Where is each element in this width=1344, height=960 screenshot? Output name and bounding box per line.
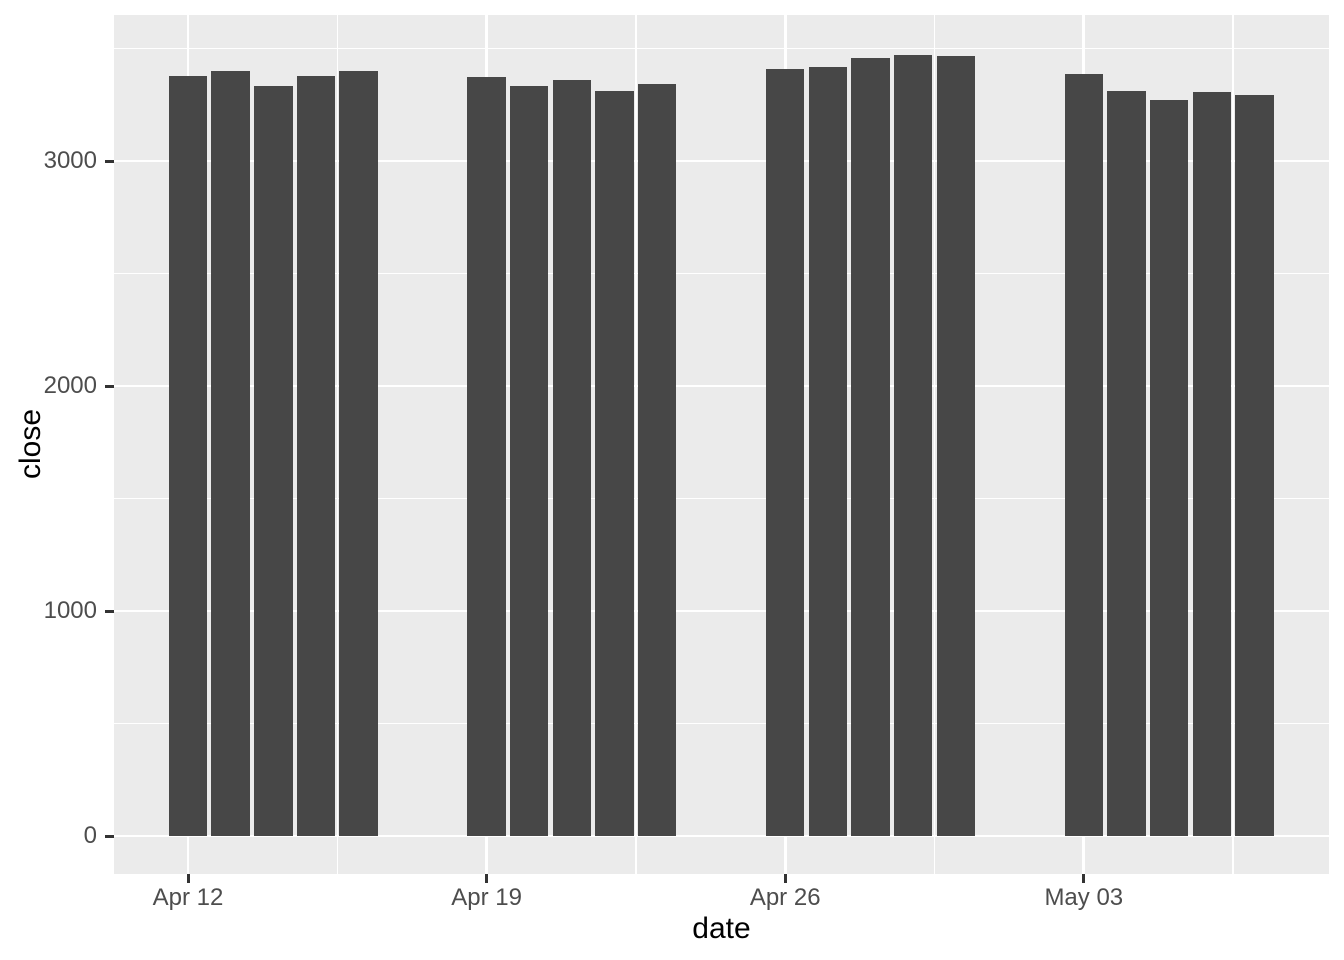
y-tick-mark [105, 384, 114, 388]
bar [1107, 90, 1146, 836]
gridline-major-y [114, 384, 1329, 388]
bar [1064, 74, 1103, 836]
y-tick-label: 0 [83, 822, 97, 849]
bar [1235, 95, 1274, 836]
bar [638, 84, 677, 836]
x-tick-mark [1082, 874, 1086, 883]
bar [893, 55, 933, 836]
y-tick-label: 2000 [43, 372, 97, 399]
y-tick-label: 1000 [43, 597, 97, 624]
gridline-minor-x [336, 15, 338, 874]
y-tick-mark [105, 159, 114, 163]
x-tick-mark [783, 874, 787, 883]
gridline-minor-y [114, 47, 1329, 50]
bar [936, 55, 976, 836]
plot-panel [114, 15, 1329, 874]
bar [211, 71, 250, 836]
y-axis-title: close [14, 408, 47, 480]
bar [851, 57, 890, 836]
gridline-minor-y [114, 497, 1329, 500]
bar [595, 91, 634, 836]
x-tick-mark [186, 874, 190, 883]
gridline-minor-x [1232, 15, 1234, 874]
bar [1192, 92, 1231, 836]
bar [296, 75, 336, 836]
gridline-minor-x [933, 15, 936, 874]
y-tick-mark [105, 834, 114, 838]
bar [765, 68, 805, 836]
bar [168, 75, 208, 836]
x-tick-label: Apr 19 [451, 884, 522, 911]
x-tick-label: Apr 12 [152, 884, 224, 911]
y-tick-label: 3000 [43, 147, 97, 174]
bar [339, 71, 378, 836]
gridline-minor-x [635, 15, 637, 874]
bar [808, 67, 848, 836]
gridline-major-y [114, 159, 1329, 163]
x-tick-label: Apr 26 [749, 884, 821, 911]
y-tick-mark [105, 609, 114, 613]
x-axis-title: date [692, 912, 751, 945]
x-tick-mark [485, 874, 489, 883]
gridline-minor-y [114, 272, 1329, 275]
bar [254, 86, 293, 836]
gridline-major-y [114, 609, 1329, 613]
gridline-major-y [114, 834, 1329, 838]
bar [467, 77, 506, 836]
bar [1149, 100, 1189, 836]
bar [510, 85, 549, 836]
bar [552, 79, 592, 836]
gridline-minor-y [114, 722, 1329, 725]
x-tick-label: May 03 [1044, 884, 1124, 911]
